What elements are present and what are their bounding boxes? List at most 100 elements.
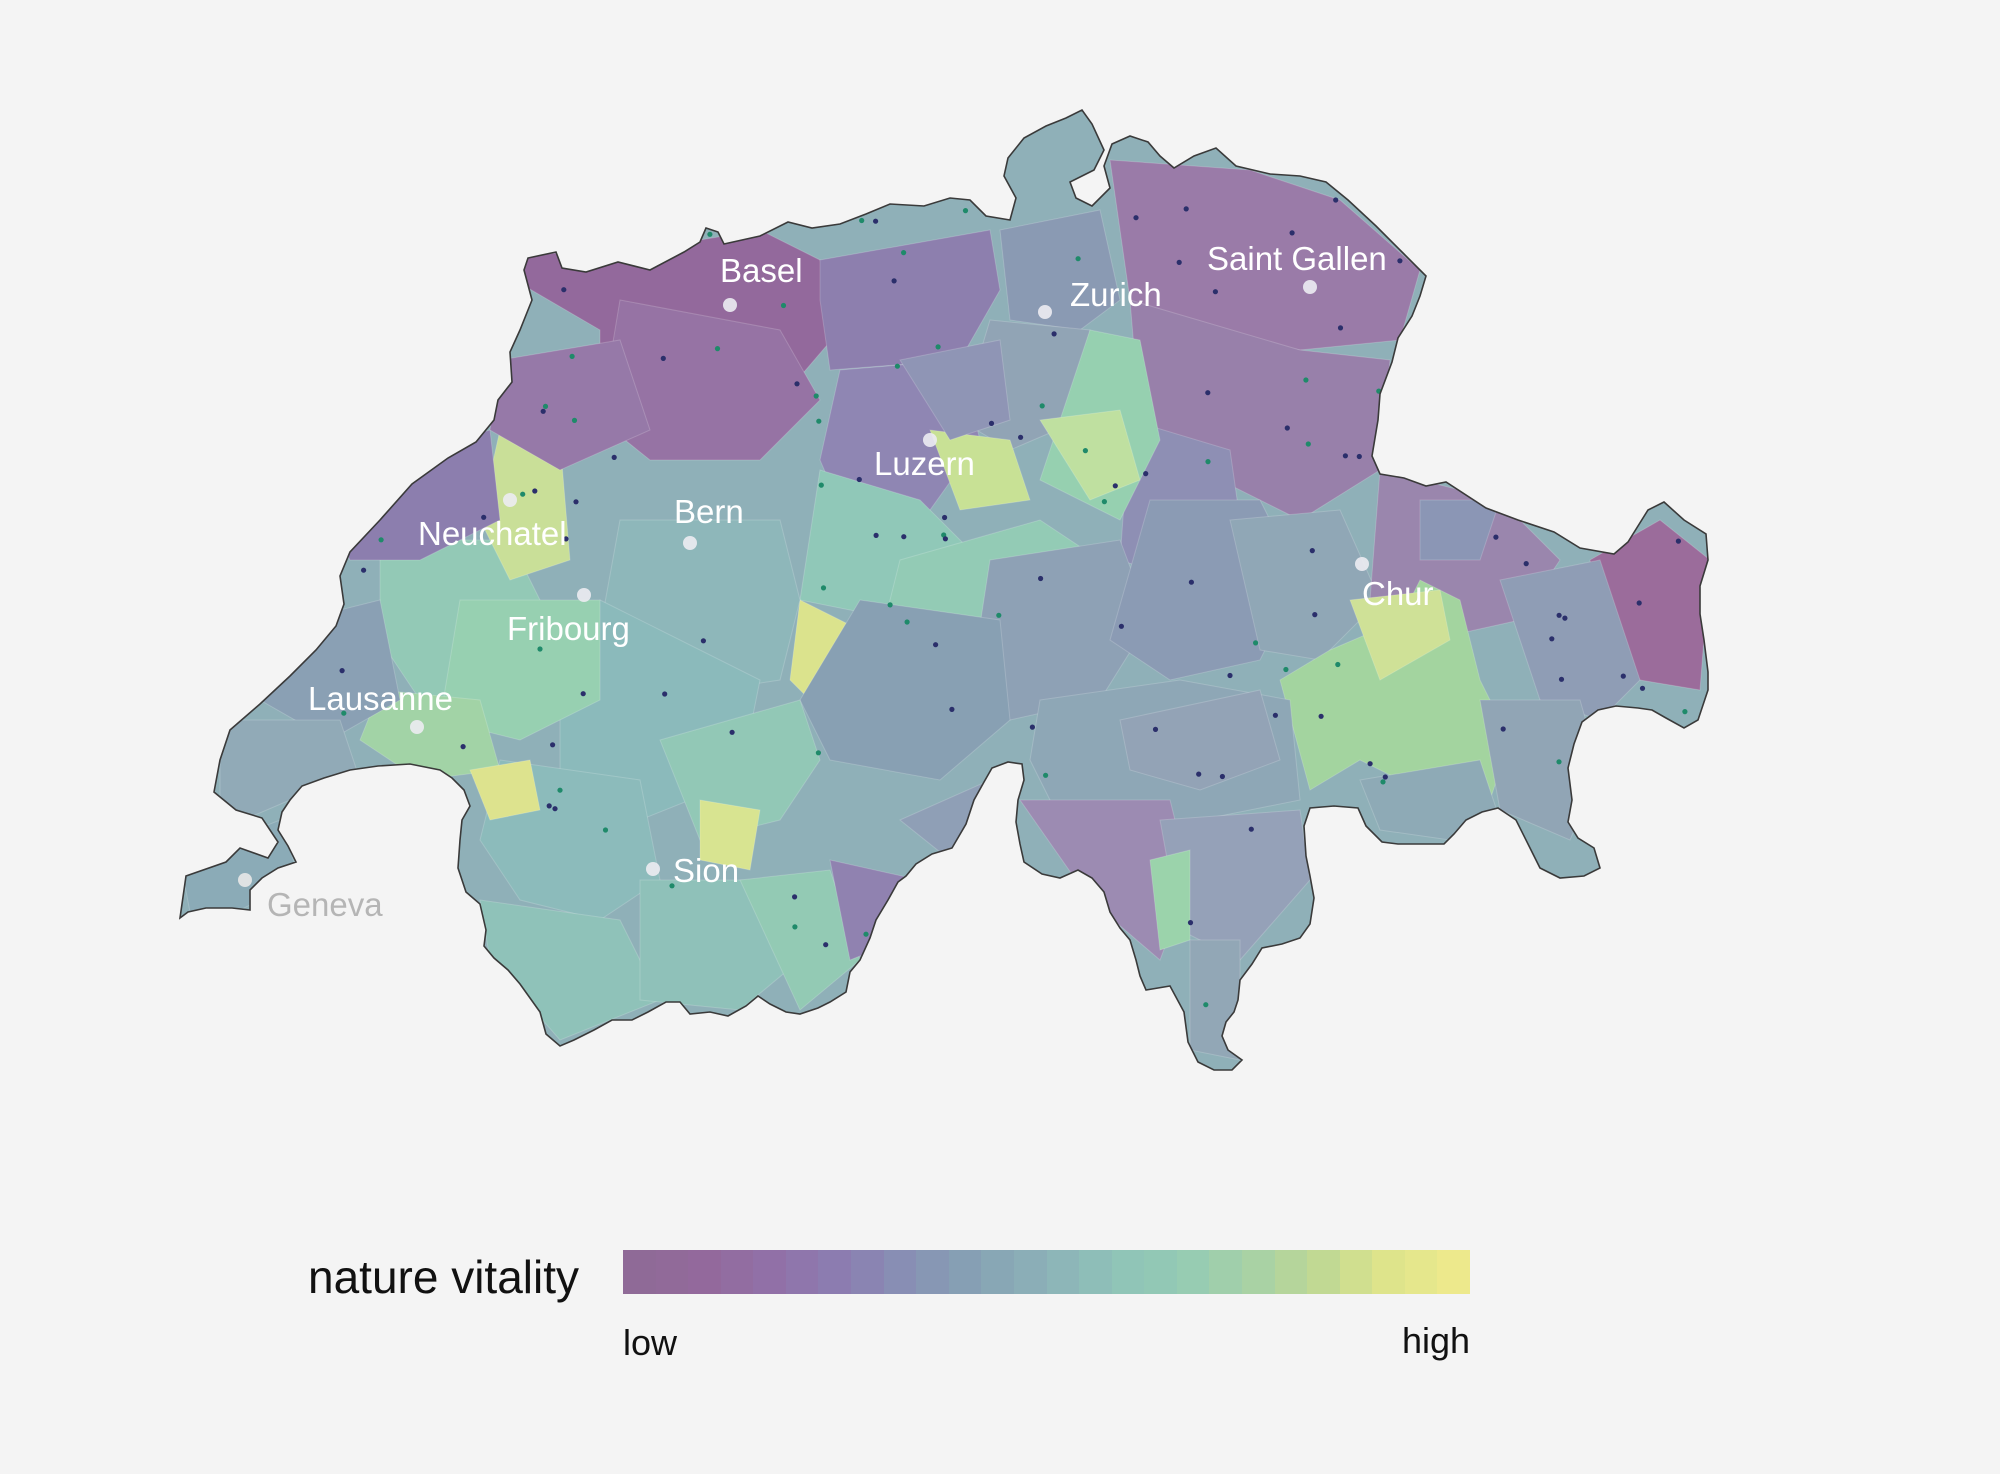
station-dot xyxy=(1556,759,1562,765)
station-dot xyxy=(611,454,617,460)
colorbar-step xyxy=(655,1250,689,1294)
voronoi-cell xyxy=(359,689,501,781)
station-dot xyxy=(1323,841,1329,847)
station-dot xyxy=(1018,434,1024,440)
station-dot xyxy=(856,476,862,483)
city-label-chur: Chur xyxy=(1362,575,1434,612)
station-dot xyxy=(1392,444,1399,450)
station-dot xyxy=(383,488,389,494)
voronoi-cell xyxy=(899,339,1011,441)
station-dot xyxy=(1556,612,1562,618)
station-dot xyxy=(565,247,571,253)
station-dot xyxy=(1118,623,1124,629)
city-label-zurich: Zurich xyxy=(1070,276,1162,313)
station-dot xyxy=(1630,429,1636,435)
station-dot xyxy=(334,540,340,546)
station-dot xyxy=(1649,971,1656,977)
station-dot xyxy=(1253,640,1259,646)
station-dot xyxy=(1312,612,1318,618)
colorbar-step xyxy=(1307,1250,1340,1294)
station-dot xyxy=(340,796,346,803)
station-dot xyxy=(339,668,345,674)
station-dot xyxy=(1176,259,1182,265)
station-dot xyxy=(1187,920,1194,926)
station-dot xyxy=(1205,390,1211,396)
voronoi-cell xyxy=(1189,939,1241,1061)
station-dot xyxy=(1283,666,1289,673)
voronoi-cell xyxy=(1229,509,1381,661)
station-dot xyxy=(561,287,567,293)
station-dot xyxy=(361,567,367,573)
colorbar-step xyxy=(981,1250,1014,1294)
station-dot xyxy=(388,793,394,799)
station-dot xyxy=(392,430,398,436)
station-dot xyxy=(717,1017,723,1023)
station-dot xyxy=(333,605,339,611)
station-dot xyxy=(1289,230,1295,236)
station-dot xyxy=(938,184,944,190)
station-dot xyxy=(550,742,556,748)
station-dot xyxy=(1256,1018,1262,1024)
colorbar-step xyxy=(1079,1250,1112,1294)
station-dot xyxy=(942,536,949,542)
city-label-bern: Bern xyxy=(674,493,744,530)
station-dot xyxy=(1500,726,1506,732)
station-dot xyxy=(1337,325,1344,331)
station-dot xyxy=(1227,672,1233,679)
station-dot xyxy=(881,922,888,928)
station-dot xyxy=(207,461,214,467)
station-dot xyxy=(1541,375,1547,381)
colorbar-step xyxy=(623,1250,656,1294)
station-dot xyxy=(580,691,586,697)
colorbar-step xyxy=(883,1250,917,1294)
station-dot xyxy=(857,205,864,211)
station-dot xyxy=(542,403,549,409)
colorbar-step xyxy=(688,1250,721,1294)
station-dot xyxy=(201,320,207,326)
station-dot xyxy=(693,162,699,168)
station-dot xyxy=(573,499,579,505)
city-label-sion: Sion xyxy=(673,852,739,889)
city-marker-lausanne xyxy=(410,720,424,734)
station-dot xyxy=(202,695,209,701)
station-dot xyxy=(320,156,326,162)
station-dot xyxy=(1382,774,1388,780)
station-dot xyxy=(1152,726,1159,733)
station-dot xyxy=(1442,297,1448,304)
station-dot xyxy=(1675,538,1681,544)
station-dot xyxy=(929,195,936,201)
station-dot xyxy=(1547,231,1553,237)
station-dot xyxy=(202,342,208,348)
station-dot xyxy=(1101,499,1107,505)
station-dot xyxy=(1622,139,1628,145)
station-dot xyxy=(520,491,526,497)
city-marker-bern xyxy=(683,536,697,550)
station-dot xyxy=(224,301,230,307)
station-dot xyxy=(1075,256,1081,262)
station-dot xyxy=(901,250,907,256)
colorbar-step xyxy=(1144,1250,1177,1294)
station-dot xyxy=(563,183,569,189)
voronoi-cell xyxy=(999,209,1121,331)
station-dot xyxy=(537,646,543,652)
station-dot xyxy=(818,482,824,488)
city-marker-fribourg xyxy=(577,588,591,602)
station-dot xyxy=(1523,561,1529,567)
station-dot xyxy=(921,197,928,203)
station-dot xyxy=(413,269,419,275)
station-dot xyxy=(376,365,382,371)
station-dot xyxy=(816,418,822,424)
station-dot xyxy=(1029,724,1035,730)
station-dot xyxy=(402,285,408,291)
station-dot xyxy=(1562,615,1568,621)
station-dot xyxy=(429,773,435,780)
station-dot xyxy=(325,284,331,290)
station-dot xyxy=(1682,709,1688,715)
station-dot xyxy=(552,806,558,812)
station-dot xyxy=(602,827,609,833)
station-dot xyxy=(1322,889,1328,895)
station-dot xyxy=(863,931,869,937)
voronoi-cell xyxy=(929,429,1031,511)
station-dot xyxy=(1196,771,1202,777)
station-dot xyxy=(1465,864,1471,871)
